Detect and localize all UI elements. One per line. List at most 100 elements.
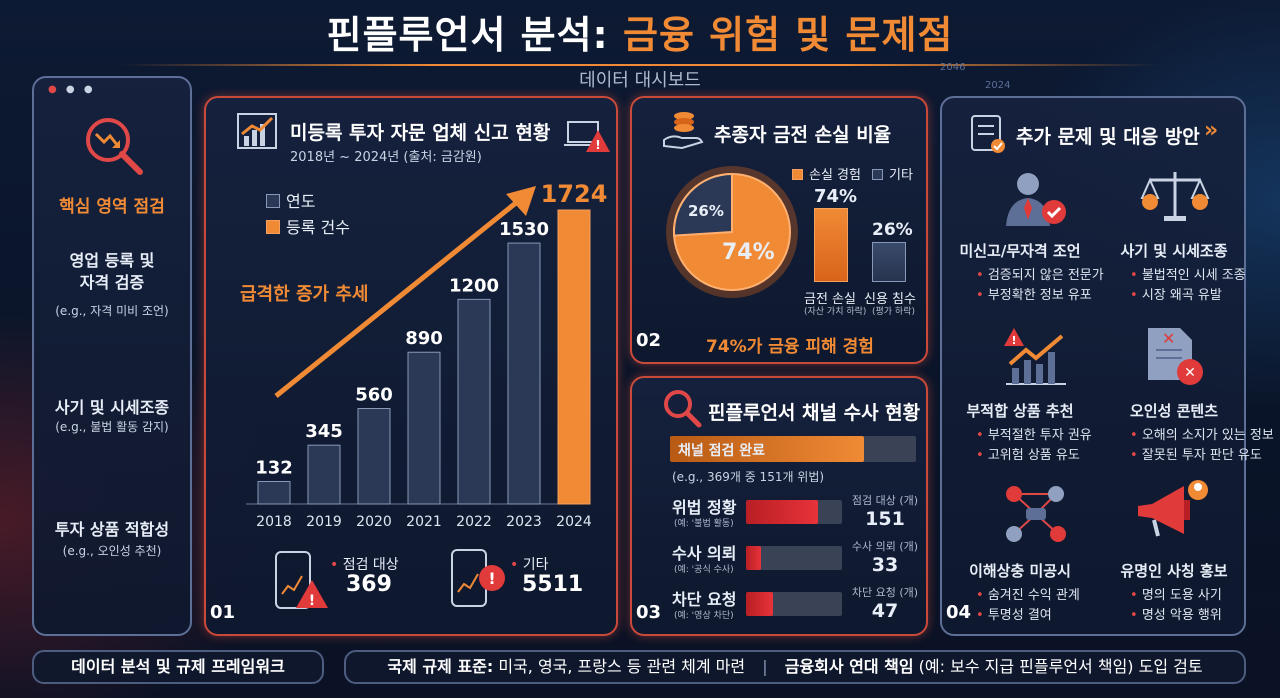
panel-title: 미등록 투자 자문 업체 신고 현황 [290, 122, 551, 144]
progress-sub: (e.g., 369개 중 151개 위법) [672, 470, 825, 484]
bar-value-label: 1724 [541, 180, 608, 208]
issue-bullet: 숨겨진 수익 관계 [976, 584, 1080, 603]
row-value-label: 수사 의뢰 (개) [851, 540, 919, 553]
trend-arrow-icon [274, 196, 524, 398]
bar-loss [814, 208, 848, 282]
bar-2020 [357, 408, 391, 505]
legend-count-label: 등록 건수 [286, 218, 350, 237]
magnifier-decline-icon [86, 118, 143, 175]
sidebar-heading: 핵심 영역 점검 [59, 197, 165, 217]
bar-2023 [507, 242, 541, 505]
progress-fill [670, 436, 864, 462]
bar-value-label: 132 [255, 457, 293, 478]
x-tick-label: 2023 [506, 514, 542, 530]
row-value-label: 차단 요청 (개) [851, 586, 919, 599]
row-sub: (예: '영상 차단) [674, 611, 734, 621]
page-title: 핀플루언서 분석: 금융 위험 및 문제점 [0, 0, 1280, 70]
issue-bullet: 부정확한 정보 유포 [976, 284, 1092, 303]
issue-bullet: 잘못된 투자 판단 유도 [1130, 444, 1262, 463]
x-tick-label: 2019 [306, 514, 342, 530]
panel-number: 04 [946, 602, 972, 623]
legend-year: 연도 [266, 188, 315, 212]
panel-subtitle: 2018년 ~ 2024년 (출처: 금감원) [290, 150, 482, 165]
issue-bullet: 고위험 상품 유도 [976, 444, 1080, 463]
loss-summary: 74%가 금융 피해 경험 [706, 337, 874, 357]
issue-bullet: 투명성 결여 [976, 604, 1052, 623]
sidebar: ● ● ● 핵심 영역 점검 영업 등록 및 자격 검증 (e.g., 자격 미… [32, 76, 192, 636]
row-value: 151 [865, 508, 905, 530]
panel-title: 추종자 금전 손실 비율 [714, 124, 892, 146]
panel-title: 추가 문제 및 대응 방안 [1016, 126, 1200, 148]
row-track [746, 546, 842, 570]
chart-warning-icon: ! [1004, 328, 1066, 385]
footer-divider: | [762, 657, 768, 676]
row-sub: (예: '불법 활동) [674, 519, 734, 529]
bar-2024 [557, 209, 591, 505]
row-fill [746, 592, 773, 616]
pie-slice-other [673, 172, 733, 237]
bar-2021 [407, 351, 441, 505]
bg-year-tag: 2024 [985, 80, 1011, 91]
row-sub: (예: '공식 수사) [674, 565, 734, 575]
stat1-label: • 점검 대상 [330, 557, 399, 573]
bar-2018 [257, 480, 291, 505]
footer-right: 국제 규제 표준: 미국, 영국, 프랑스 등 관련 체계 마련 | 금융회사 … [344, 650, 1246, 684]
issue-title: 부적합 상품 추천 [966, 402, 1074, 420]
footer-liability-text: (예: 보수 지급 핀플루언서 책임) 도입 검토 [913, 657, 1203, 676]
row-label: 위법 정황 [672, 498, 737, 517]
legend-loss-text: 손실 경험 [809, 168, 861, 183]
advisor-check-icon [1006, 173, 1066, 226]
sidebar-item-sub: (e.g., 오인성 추천) [62, 544, 162, 558]
issue-bullet: 명성 악용 행위 [1130, 604, 1222, 623]
loss-pie-chart [666, 166, 798, 298]
stat1-value: 369 [346, 572, 392, 597]
row-value-label: 점검 대상 (개) [851, 494, 919, 507]
bar-small-value: 26% [872, 220, 913, 240]
bar-value-label: 560 [355, 385, 393, 406]
trend-label: 급격한 증가 추세 [240, 284, 369, 305]
svg-text:!: ! [1011, 334, 1016, 347]
search-icon [664, 390, 702, 428]
coins-hand-icon [663, 112, 704, 150]
megaphone-icon [1138, 480, 1208, 537]
bar-2019 [307, 444, 341, 505]
sidebar-item-sub: (e.g., 자격 미비 조언) [55, 304, 169, 318]
title-main: 핀플루언서 분석: [326, 13, 623, 57]
footer-liability-label: 금융회사 연대 책임 [784, 657, 914, 676]
x-tick-label: 2020 [356, 514, 392, 530]
page-subtitle: 데이터 대시보드 [579, 70, 701, 91]
issue-bullet: 오해의 소지가 있는 정보 [1130, 424, 1274, 443]
svg-text:!: ! [595, 138, 600, 152]
x-tick-label: 2022 [456, 514, 492, 530]
x-tick-label: 2021 [406, 514, 442, 530]
svg-text:!: ! [309, 593, 315, 609]
svg-text:✕: ✕ [1162, 329, 1175, 348]
issue-title: 이해상충 미공시 [969, 562, 1071, 580]
stat2-label: • 기타 [510, 557, 549, 573]
issue-bullet: 부적절한 투자 권유 [976, 424, 1092, 443]
legend-loss: 손실 경험 [792, 164, 861, 183]
stat1-label-text: 점검 대상 [342, 557, 399, 573]
x-tick-label: 2024 [556, 514, 592, 530]
sidebar-item-sub: (e.g., 불법 활동 감지) [55, 420, 169, 434]
row-fill [746, 500, 818, 524]
window-dots-icon: ● ● ● [48, 84, 96, 95]
row-value: 47 [871, 600, 899, 622]
row-label: 수사 의뢰 [672, 544, 737, 563]
bar-value-label: 1530 [499, 219, 549, 240]
row-value: 33 [871, 554, 899, 576]
panel-registration-chart: 미등록 투자 자문 업체 신고 현황 2018년 ~ 2024년 (출처: 금감… [204, 96, 618, 636]
issue-bullet: 불법적인 시세 조종 [1130, 264, 1246, 283]
growth-chart-icon [237, 113, 277, 149]
title-underline [120, 64, 1160, 66]
pie-big-label: 74% [722, 240, 775, 265]
legend-other: 기타 [872, 164, 913, 183]
footer-left: 데이터 분석 및 규제 프레임워크 [32, 650, 324, 684]
bar-small-sub: (평가 하락) [872, 307, 916, 317]
header: 핀플루언서 분석: 금융 위험 및 문제점 [0, 0, 1280, 66]
scale-icon [1140, 172, 1210, 221]
bar-value-label: 345 [305, 421, 343, 442]
bar-big-label: 금전 손실 [804, 292, 856, 307]
x-tick-label: 2018 [256, 514, 292, 530]
sidebar-item-title: 사기 및 시세조종 [54, 398, 170, 417]
